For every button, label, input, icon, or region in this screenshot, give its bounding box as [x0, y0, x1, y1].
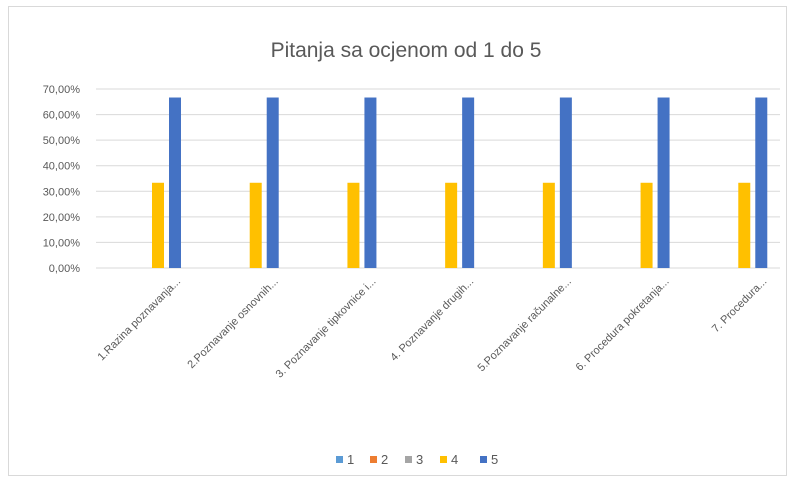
- bar-series-4-3: [347, 182, 360, 268]
- legend-swatch-3: [405, 456, 412, 463]
- x-category-label: 3. Poznavanje tipkovnice i...: [274, 276, 379, 381]
- bar-series-5-5: [559, 97, 572, 268]
- legend-label-1: 1: [347, 452, 354, 467]
- y-tick-label: 30,00%: [43, 186, 81, 198]
- legend-label-2: 2: [381, 452, 388, 467]
- bars: [152, 97, 768, 268]
- bar-series-4-1: [152, 182, 164, 268]
- y-tick-label: 20,00%: [43, 212, 81, 224]
- x-category-label: 1.Razina poznavanja...: [95, 276, 183, 364]
- bar-series-4-7: [738, 182, 751, 268]
- y-tick-label: 60,00%: [43, 110, 81, 122]
- x-category-label: 5.Poznavanje računalne...: [476, 276, 574, 374]
- bar-series-5-1: [169, 97, 181, 268]
- legend-label-4: 4: [451, 452, 458, 467]
- bar-chart: Pitanja sa ocjenom od 1 do 5 0,00%10,00%…: [43, 39, 780, 467]
- bar-series-4-6: [640, 182, 653, 268]
- chart-frame: Pitanja sa ocjenom od 1 do 5 0,00% 10,00%…: [8, 6, 787, 476]
- x-category-label: 7. Procedura...: [710, 276, 770, 336]
- bar-series-5-3: [364, 97, 377, 268]
- gridlines: [96, 88, 780, 269]
- y-tick-label: 40,00%: [43, 161, 81, 173]
- bar-series-4-2: [249, 182, 262, 268]
- legend-swatch-4: [440, 456, 447, 463]
- x-axis-labels: 1.Razina poznavanja... 2.Poznavanje osnov…: [95, 276, 769, 381]
- bar-series-5-2: [266, 97, 279, 268]
- bar-series-5-6: [657, 97, 670, 268]
- chart-title: Pitanja sa ocjenom od 1 do 5: [271, 39, 542, 62]
- y-tick-label: 70,00%: [43, 84, 81, 96]
- bar-series-4-4: [445, 182, 458, 268]
- legend: 1 2 3 4 5: [336, 452, 498, 467]
- legend-swatch-2: [370, 456, 377, 463]
- legend-swatch-5: [480, 456, 487, 463]
- y-tick-label: 0,00%: [49, 263, 80, 275]
- bar-series-4-5: [542, 182, 555, 268]
- x-category-label: 6. Procedura pokretanja...: [574, 276, 672, 374]
- y-tick-label: 10,00%: [43, 237, 81, 249]
- bar-series-5-7: [755, 97, 768, 268]
- legend-swatch-1: [336, 456, 343, 463]
- y-axis-ticks: 0,00% 10,00% 20,00% 30,00% 40,00% 50,00% 60,00…: [43, 84, 81, 275]
- legend-label-3: 3: [416, 452, 423, 467]
- legend-label-5: 5: [491, 452, 498, 467]
- y-tick-label: 50,00%: [43, 135, 81, 147]
- x-category-label: 4. Poznavanje drugih...: [388, 276, 476, 364]
- bar-series-5-4: [462, 97, 475, 268]
- x-category-label: 2.Poznavanje osnovnih...: [185, 276, 280, 371]
